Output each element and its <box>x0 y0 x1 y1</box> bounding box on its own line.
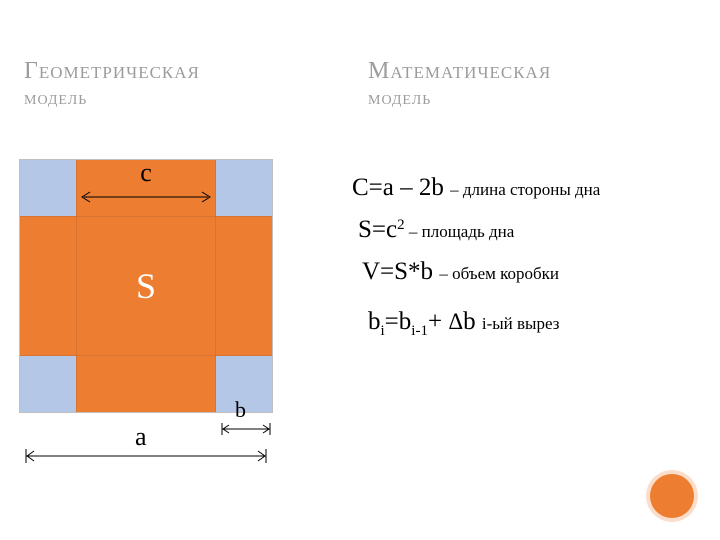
unfolded-box-square: S c <box>20 160 272 412</box>
formula-v: V=S*b – объем коробки <box>352 258 702 286</box>
formula-bi-sub1: i <box>381 323 385 339</box>
accent-dot-icon <box>650 474 694 518</box>
dimension-a-arrow <box>24 448 268 464</box>
flap-bottom <box>76 356 216 412</box>
formula-bi-d: b <box>463 308 482 335</box>
formula-bi-sub2: i-1 <box>411 323 428 339</box>
dimension-b-arrow <box>220 422 272 436</box>
formula-s-main-a: S=c <box>358 216 397 243</box>
title-right-main: Математическая <box>368 56 696 86</box>
titles-row: Геометрическая модель Математическая мод… <box>24 56 696 111</box>
formula-s-desc: – площадь дна <box>405 222 515 241</box>
corner-tr <box>216 160 272 216</box>
title-geometric: Геометрическая модель <box>24 56 360 111</box>
formula-bi-a: b <box>368 308 381 335</box>
formula-c-main: C=a – 2b <box>352 174 450 201</box>
formula-s-sup: 2 <box>397 217 405 233</box>
title-left-main: Геометрическая <box>24 56 360 86</box>
title-right-sub: модель <box>368 86 696 111</box>
label-S: S <box>76 216 216 356</box>
formula-bi-c: + <box>428 308 448 335</box>
corner-tl <box>20 160 76 216</box>
formula-bi-b: =b <box>385 308 412 335</box>
formula-bi-desc: i-ый вырез <box>482 314 560 333</box>
formula-v-desc: – объем коробки <box>439 264 559 283</box>
label-c: c <box>76 158 216 188</box>
dimension-c-arrow <box>80 190 212 204</box>
formula-bi-delta: Δ <box>448 309 463 334</box>
title-mathematical: Математическая модель <box>360 56 696 111</box>
formula-c-desc: – длина стороны дна <box>450 180 600 199</box>
flap-right <box>216 216 272 356</box>
corner-bl <box>20 356 76 412</box>
geometric-figure: S c b a <box>20 160 290 412</box>
title-left-sub: модель <box>24 86 360 111</box>
flap-left <box>20 216 76 356</box>
formula-block: C=a – 2b – длина стороны дна S=c2 – площ… <box>352 174 702 350</box>
formula-bi: bi=bi-1+ Δb i-ый вырез <box>352 308 702 336</box>
label-b: b <box>235 397 246 423</box>
formula-s: S=c2 – площадь дна <box>352 216 702 244</box>
formula-c: C=a – 2b – длина стороны дна <box>352 174 702 202</box>
formula-v-main: V=S*b <box>362 258 439 285</box>
